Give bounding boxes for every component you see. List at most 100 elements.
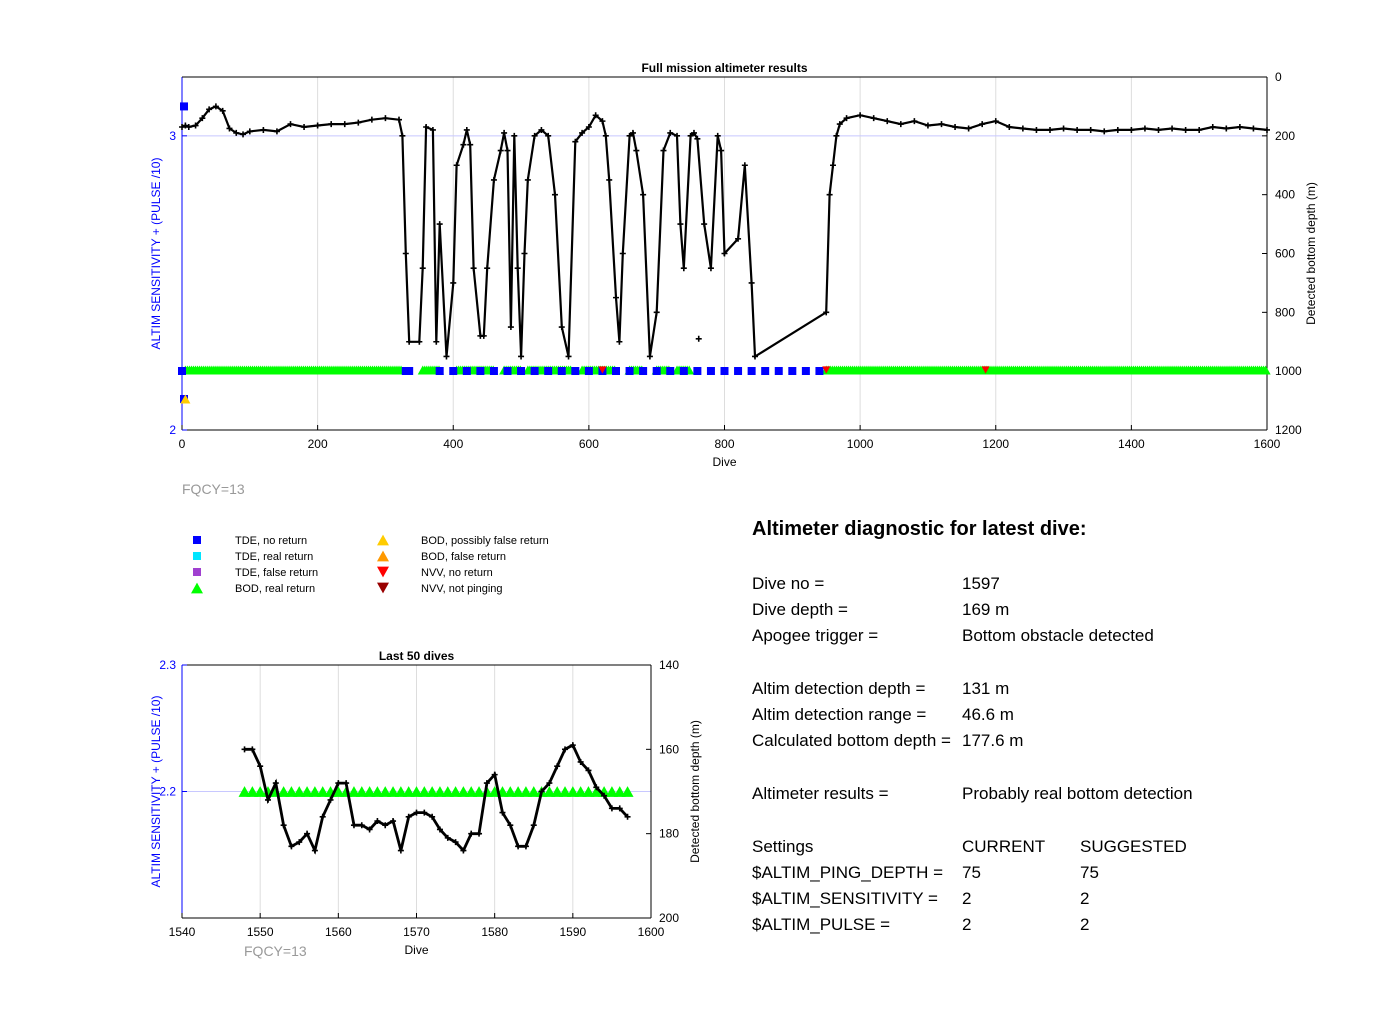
tde-no-return-marker bbox=[180, 102, 188, 111]
main-depth-point bbox=[192, 122, 199, 129]
setting-suggested: 2 bbox=[1080, 889, 1090, 908]
main-yl-tick-label: 3 bbox=[169, 129, 176, 143]
last50-depth-line bbox=[244, 743, 629, 855]
last50-depth-point bbox=[343, 780, 350, 787]
main-depth-point bbox=[619, 250, 626, 257]
main-depth-point bbox=[721, 250, 728, 257]
last50-depth-point bbox=[522, 843, 529, 850]
main-yr-label: Detected bottom depth (m) bbox=[1304, 182, 1318, 325]
last50-title: Last 50 dives bbox=[379, 649, 455, 663]
tde-no-return-marker bbox=[503, 367, 512, 375]
main-depth-point bbox=[545, 132, 552, 139]
last50-depth-point bbox=[366, 826, 373, 833]
legend-marker bbox=[191, 582, 203, 594]
main-depth-point bbox=[640, 191, 647, 198]
last50-yr-tick-label: 200 bbox=[659, 911, 679, 925]
last50-depth-point bbox=[460, 847, 467, 854]
main-depth-point bbox=[551, 191, 558, 198]
legend-label: BOD, real return bbox=[235, 583, 315, 595]
last50-depth-point bbox=[405, 813, 412, 820]
diag-value: Bottom obstacle detected bbox=[962, 626, 1154, 645]
main-depth-point bbox=[830, 162, 836, 169]
main-depth-point bbox=[924, 122, 931, 129]
main-depth-point bbox=[212, 103, 219, 110]
main-x-tick-label: 400 bbox=[443, 437, 463, 451]
main-depth-point bbox=[857, 112, 864, 119]
tde-no-return-marker bbox=[774, 367, 783, 375]
main-depth-point bbox=[453, 162, 460, 169]
bod-real-return-marker bbox=[1260, 365, 1271, 375]
last50-bod-marker bbox=[402, 786, 415, 797]
nvv-no-return-marker bbox=[822, 366, 831, 374]
main-depth-point bbox=[1196, 126, 1203, 133]
main-depth-point bbox=[1169, 125, 1176, 132]
last50-depth-point bbox=[530, 822, 537, 829]
main-depth-point bbox=[501, 129, 508, 136]
tde-no-return-marker bbox=[435, 367, 444, 375]
main-depth-point bbox=[714, 132, 721, 139]
main-depth-point bbox=[707, 265, 714, 272]
setting-current: 75 bbox=[962, 863, 981, 882]
main-depth-point bbox=[328, 121, 335, 128]
setting-name: $ALTIM_PING_DEPTH = bbox=[752, 863, 943, 882]
main-yr-tick-label: 1000 bbox=[1275, 364, 1302, 378]
main-x-label: Dive bbox=[712, 455, 736, 469]
last50-bod-marker bbox=[371, 786, 384, 797]
main-depth-point bbox=[1047, 126, 1053, 133]
last50-x-tick-label: 1570 bbox=[403, 925, 430, 939]
main-depth-point bbox=[341, 121, 348, 128]
main-depth-point bbox=[396, 116, 402, 123]
last50-yr-label: Detected bottom depth (m) bbox=[688, 720, 702, 863]
main-depth-point bbox=[419, 265, 426, 272]
tde-no-return-marker bbox=[652, 367, 661, 375]
main-depth-point bbox=[833, 132, 840, 139]
main-depth-point bbox=[1250, 125, 1257, 132]
last50-bod-marker bbox=[512, 786, 525, 797]
main-depth-point bbox=[531, 132, 538, 139]
last50-bod-marker bbox=[433, 786, 446, 797]
last50-depth-point bbox=[241, 746, 248, 753]
main-depth-point bbox=[599, 118, 606, 125]
main-depth-point bbox=[521, 250, 528, 257]
last50-yr-tick-label: 180 bbox=[659, 827, 679, 841]
main-x-tick-label: 0 bbox=[179, 437, 186, 451]
main-depth-point bbox=[402, 250, 409, 257]
main-depth-point bbox=[606, 176, 613, 183]
setting-suggested: 75 bbox=[1080, 863, 1099, 882]
last50-bod-marker bbox=[566, 786, 579, 797]
main-x-tick-label: 600 bbox=[579, 437, 599, 451]
legend-marker bbox=[377, 566, 389, 578]
main-depth-point bbox=[626, 132, 633, 139]
diag-label: Altim detection depth = bbox=[752, 679, 926, 698]
tde-no-return-marker bbox=[612, 367, 620, 375]
tde-no-return-marker bbox=[462, 367, 471, 375]
tde-no-return-marker bbox=[693, 367, 702, 375]
legend-marker bbox=[193, 568, 201, 576]
tde-no-return-marker bbox=[625, 367, 634, 375]
last50-bod-marker bbox=[465, 786, 478, 797]
tde-no-return-marker bbox=[734, 367, 743, 375]
tde-no-return-marker bbox=[476, 367, 485, 375]
tde-no-return-marker bbox=[584, 367, 593, 375]
last50-yr-tick-label: 160 bbox=[659, 742, 679, 756]
setting-name: $ALTIM_PULSE = bbox=[752, 915, 891, 934]
setting-current: 2 bbox=[962, 915, 972, 934]
last50-depth-point bbox=[249, 746, 256, 753]
main-x-tick-label: 1400 bbox=[1118, 437, 1145, 451]
last50-depth-point bbox=[429, 813, 436, 820]
main-depth-point bbox=[748, 279, 755, 286]
main-depth-point bbox=[240, 131, 247, 138]
last50-depth-point bbox=[577, 758, 584, 765]
main-footnote: FQCY=13 bbox=[182, 481, 245, 497]
main-depth-point bbox=[1060, 125, 1067, 132]
main-yl-label: ALTIM SENSITIVITY + (PULSE /10) bbox=[149, 158, 163, 350]
main-depth-point bbox=[199, 115, 206, 122]
main-depth-point bbox=[287, 121, 294, 128]
last50-depth-point bbox=[616, 805, 623, 812]
tde-no-return-marker bbox=[557, 367, 566, 375]
last50-bod-marker bbox=[457, 786, 470, 797]
main-depth-point bbox=[355, 119, 362, 126]
last50-bod-marker bbox=[363, 786, 376, 797]
last50-yl-tick-label: 2.2 bbox=[159, 785, 176, 799]
legend-marker bbox=[193, 552, 201, 560]
